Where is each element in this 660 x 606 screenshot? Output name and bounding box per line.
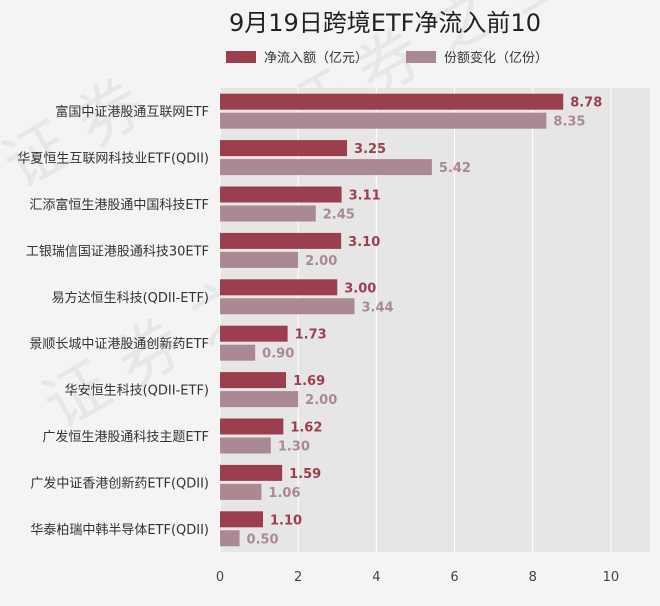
bar-share-change <box>220 298 355 315</box>
x-tick-label: 10 <box>603 570 620 585</box>
value-label-inflow: 3.00 <box>344 281 376 296</box>
bar-inflow <box>220 325 288 342</box>
value-label-inflow: 3.10 <box>348 235 380 250</box>
bar-share-change <box>220 159 432 176</box>
value-label-share-change: 0.90 <box>262 347 294 362</box>
value-label-share-change: 3.44 <box>361 300 393 315</box>
category-label: 景顺长城中证港股通创新药ETF <box>29 336 209 352</box>
bar-inflow <box>220 418 284 435</box>
category-label: 工银瑞信国证港股通科技30ETF <box>26 244 209 259</box>
value-label-share-change: 2.00 <box>305 254 337 269</box>
value-label-inflow: 3.25 <box>354 142 386 157</box>
bar-inflow <box>220 372 287 389</box>
bar-share-change <box>220 437 271 454</box>
bar-inflow <box>220 232 342 249</box>
x-axis-ticks: 0 2 4 6 8 10 <box>216 570 619 585</box>
value-label-inflow: 3.11 <box>349 189 381 204</box>
legend: 净流入额（亿元） 份额变化（亿份） <box>226 50 548 66</box>
plot-area <box>220 88 650 552</box>
legend-label-inflow: 净流入额（亿元） <box>264 51 368 66</box>
category-label: 华夏恒生互联网科技业ETF(QDII) <box>17 152 209 167</box>
category-labels: 富国中证港股通互联网ETF 华夏恒生互联网科技业ETF(QDII) 汇添富恒生港股通… <box>17 104 209 538</box>
value-label-inflow: 1.62 <box>290 421 322 436</box>
x-tick-label: 4 <box>372 570 380 585</box>
bar-inflow <box>220 511 263 528</box>
value-label-share-change: 8.35 <box>553 115 585 130</box>
x-tick-label: 2 <box>294 570 302 585</box>
chart-title: 9月19日跨境ETF净流入前10 <box>229 9 541 37</box>
value-label-inflow: 8.78 <box>570 96 602 111</box>
x-tick-label: 0 <box>216 570 224 585</box>
value-label-inflow: 1.73 <box>295 328 327 343</box>
legend-label-shares: 份额变化（亿份） <box>444 50 548 66</box>
x-tick-label: 8 <box>529 570 537 585</box>
bars: 8.78 8.35 3.25 5.42 3.11 2.45 3.10 2.00 3.00 3.44… <box>220 93 602 547</box>
category-label: 富国中证港股通互联网ETF <box>55 104 209 120</box>
value-label-share-change: 2.45 <box>323 208 355 223</box>
x-tick-label: 6 <box>450 570 458 585</box>
bar-inflow <box>220 186 342 203</box>
bar-share-change <box>220 391 299 408</box>
value-label-share-change: 2.00 <box>305 393 337 408</box>
bar-share-change <box>220 205 316 222</box>
svg-text:证 券: 证 券 <box>0 66 156 204</box>
bar-inflow <box>220 464 283 481</box>
value-label-share-change: 5.42 <box>439 161 471 176</box>
value-label-share-change: 0.50 <box>247 532 279 547</box>
legend-swatch-inflow <box>226 51 256 63</box>
bar-inflow <box>220 279 338 296</box>
legend-swatch-shares <box>406 51 436 63</box>
category-label: 广发中证香港创新药ETF(QDII) <box>30 475 209 491</box>
bar-share-change <box>220 530 240 547</box>
category-label: 华安恒生科技(QDII-ETF) <box>65 384 209 399</box>
value-label-inflow: 1.59 <box>289 467 321 482</box>
bar-share-change <box>220 251 299 268</box>
value-label-inflow: 1.10 <box>270 513 302 528</box>
bar-share-change <box>220 483 262 500</box>
bar-share-change <box>220 112 547 129</box>
bar-share-change <box>220 344 256 361</box>
category-label: 汇添富恒生港股通中国科技ETF <box>29 197 209 213</box>
value-label-share-change: 1.30 <box>278 440 310 455</box>
category-label: 华泰柏瑞中韩半导体ETF(QDII) <box>30 523 209 538</box>
category-label: 易方达恒生科技(QDII-ETF) <box>52 290 209 306</box>
value-label-inflow: 1.69 <box>293 374 325 389</box>
category-label: 广发恒生港股通科技主题ETF <box>42 429 209 445</box>
bar-inflow <box>220 140 348 157</box>
value-label-share-change: 1.06 <box>268 486 300 501</box>
bar-inflow <box>220 93 564 110</box>
